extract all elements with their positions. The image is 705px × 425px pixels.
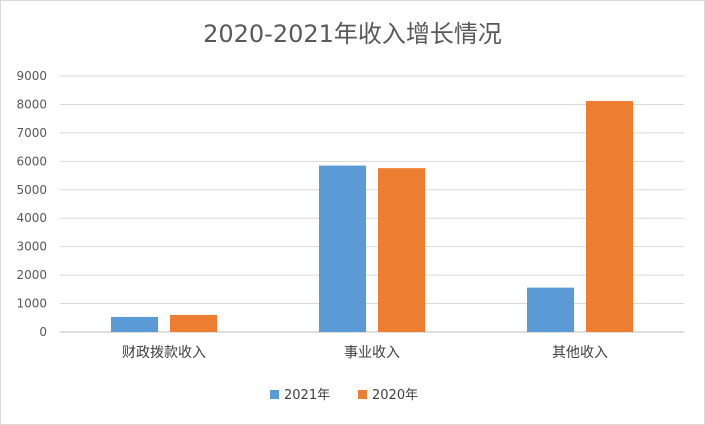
y-tick-label: 5000 bbox=[16, 183, 47, 197]
x-category-label: 其他收入 bbox=[552, 345, 608, 361]
x-category-label: 财政拨款收入 bbox=[122, 345, 206, 361]
gridlines bbox=[60, 75, 684, 333]
y-tick-label: 8000 bbox=[16, 97, 47, 111]
bar bbox=[586, 101, 633, 332]
bar bbox=[378, 168, 425, 332]
bar bbox=[111, 316, 158, 332]
legend-swatch bbox=[358, 390, 367, 399]
y-tick-label: 9000 bbox=[16, 69, 47, 83]
bar bbox=[170, 314, 217, 332]
x-category-label: 事业收入 bbox=[344, 345, 400, 361]
y-tick-label: 6000 bbox=[16, 154, 47, 168]
y-tick-label: 1000 bbox=[16, 297, 47, 311]
y-tick-label: 7000 bbox=[16, 126, 47, 140]
y-tick-label: 0 bbox=[39, 325, 47, 339]
legend-label: 2021年 bbox=[284, 388, 330, 403]
legend-label: 2020年 bbox=[372, 388, 418, 403]
legend: 2021年 2020年 bbox=[270, 388, 418, 403]
bar bbox=[319, 165, 366, 332]
bar bbox=[527, 287, 574, 332]
legend-swatch bbox=[270, 390, 279, 399]
y-tick-label: 3000 bbox=[16, 240, 47, 254]
chart-title: 2020-2021年收入增长情况 bbox=[203, 20, 502, 48]
y-tick-label: 2000 bbox=[16, 268, 47, 282]
bars bbox=[111, 101, 633, 332]
y-axis-tick-labels: 0 1000 2000 3000 4000 5000 6000 7000 8000 9000 bbox=[16, 69, 47, 339]
y-tick-label: 4000 bbox=[16, 211, 47, 225]
x-axis-category-labels: 财政拨款收入 事业收入 其他收入 bbox=[122, 345, 608, 361]
